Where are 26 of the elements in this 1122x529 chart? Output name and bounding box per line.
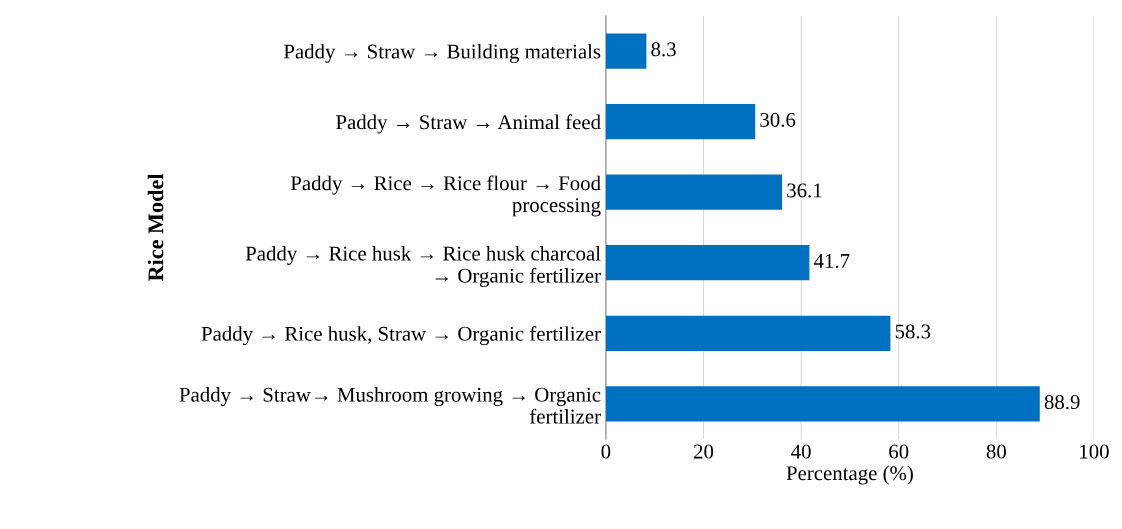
data-label: 8.3 — [651, 42, 676, 57]
x-tick-label: 80 — [986, 444, 1006, 459]
x-tick-label: 20 — [693, 444, 714, 459]
y-tick-label: Paddy → Straw → Animal feed — [336, 114, 601, 134]
x-tick-label: 0 — [601, 444, 611, 459]
y-tick-label: Paddy → Rice husk, Straw → Organic fertilizer — [201, 325, 601, 346]
bar — [605, 245, 810, 281]
x-tick-label: 40 — [791, 444, 811, 459]
data-label: 36.1 — [787, 183, 822, 198]
y-axis-title: Rice Model — [147, 173, 164, 282]
data-label: 58.3 — [895, 324, 931, 339]
y-tick-label: Paddy → Straw → Building materials — [283, 43, 601, 63]
x-tick-label: 60 — [889, 444, 909, 459]
y-tick-label: Paddy → Rice → Rice flour → Food processing — [290, 175, 601, 217]
y-tick-label: Paddy → Straw→ Mushroom growing → Organic fertilizer — [179, 387, 601, 424]
data-label: 41.7 — [813, 253, 850, 269]
data-label: 30.6 — [760, 112, 796, 127]
bar — [605, 174, 783, 210]
bar — [605, 386, 1040, 422]
bar — [605, 33, 647, 69]
bar — [605, 315, 891, 351]
data-label: 88.9 — [1044, 394, 1080, 410]
x-axis-title: Percentage (%) — [786, 465, 913, 485]
bar — [605, 104, 756, 140]
x-tick-label: 100 — [1080, 444, 1109, 459]
y-tick-label: Paddy → Rice husk → Rice husk charcoal → Organic fertilizer — [245, 245, 601, 287]
